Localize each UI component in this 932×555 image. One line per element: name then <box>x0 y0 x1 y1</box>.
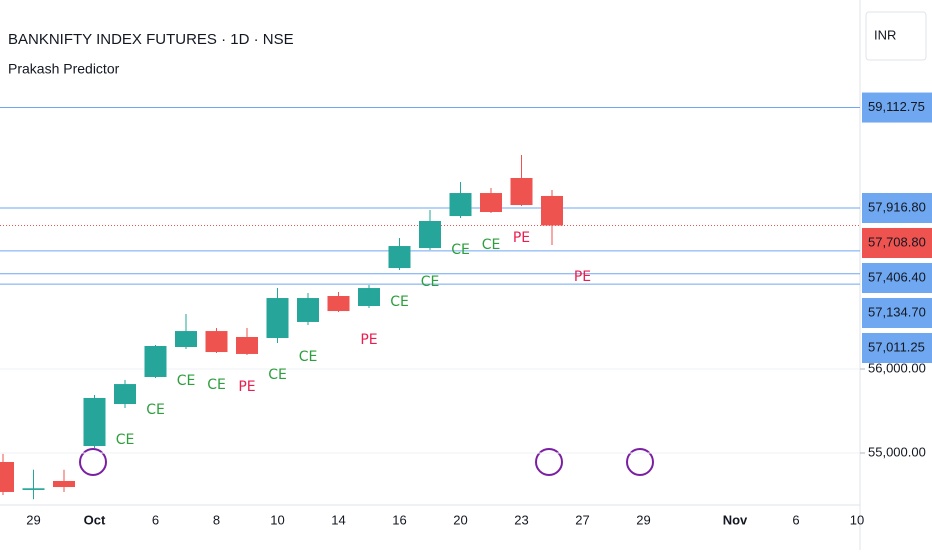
signal-label: CE <box>207 377 226 393</box>
price-label: 57,916.80 <box>868 199 926 214</box>
candle-body <box>297 298 319 322</box>
signal-label: PE <box>238 379 255 395</box>
candle-body <box>541 195 563 226</box>
candle-body <box>419 221 441 249</box>
candle-body <box>22 488 45 490</box>
signal-label: CE <box>299 349 318 365</box>
signal-label: CE <box>451 242 470 258</box>
candle-body <box>175 331 197 347</box>
candle-body <box>510 177 533 206</box>
candle-body <box>205 331 228 353</box>
x-tick-label: 8 <box>213 512 220 527</box>
y-tick-label: 55,000.00 <box>868 444 926 459</box>
x-tick-label: 29 <box>26 512 40 527</box>
x-tick-label: 10 <box>270 512 284 527</box>
signal-label: CE <box>177 373 196 389</box>
x-tick-label: Nov <box>723 512 748 527</box>
candle-body <box>327 296 350 312</box>
chart-title: BANKNIFTY INDEX FUTURES · 1D · NSE <box>8 31 294 48</box>
price-label-box <box>862 297 932 328</box>
x-tick-label: 10 <box>850 512 864 527</box>
event-icons[interactable] <box>79 448 654 476</box>
event-icon[interactable] <box>626 448 654 476</box>
candle-body <box>53 480 75 488</box>
event-icon[interactable] <box>535 448 563 476</box>
signal-label: CE <box>421 274 440 290</box>
price-label: 57,708.80 <box>868 234 926 249</box>
x-tick-label: 27 <box>575 512 589 527</box>
price-label: 57,406.40 <box>868 269 926 284</box>
x-tick-label: 29 <box>636 512 650 527</box>
price-label: 57,011.25 <box>868 339 925 354</box>
candle-body <box>388 246 411 269</box>
currency-box[interactable] <box>865 11 927 61</box>
candle-body <box>83 397 106 447</box>
price-label-box <box>862 332 932 363</box>
candle-body <box>114 384 136 405</box>
x-tick-label: 20 <box>453 512 467 527</box>
candle-body <box>144 345 167 377</box>
price-label-box <box>862 92 932 123</box>
candle-body <box>480 193 502 213</box>
price-label-box <box>862 262 932 293</box>
signal-label: CE <box>390 294 409 310</box>
candle-body <box>449 193 472 217</box>
price-label-box <box>862 192 932 223</box>
signal-label: PE <box>513 230 530 246</box>
x-tick-label: 6 <box>152 512 159 527</box>
y-tick-label: 56,000.00 <box>868 360 926 375</box>
x-tick-label: 16 <box>392 512 406 527</box>
signal-label: PE <box>574 269 591 285</box>
indicator-name: Prakash Predictor <box>8 61 120 77</box>
signal-label: CE <box>482 237 501 253</box>
price-label-box <box>862 227 932 258</box>
signal-label: CE <box>268 367 287 383</box>
candle-body <box>0 461 14 492</box>
price-label: 59,112.75 <box>868 99 925 114</box>
x-tick-label: 6 <box>792 512 799 527</box>
price-label: 57,134.70 <box>868 304 926 319</box>
candle-body <box>236 337 258 354</box>
x-tick-label: 14 <box>331 512 345 527</box>
x-tick-label: 23 <box>514 512 528 527</box>
currency: INR <box>874 27 896 42</box>
event-icon[interactable] <box>79 448 107 476</box>
candle-body <box>358 288 380 307</box>
signal-label: CE <box>146 402 165 418</box>
x-tick-label: Oct <box>84 512 106 527</box>
signal-label: PE <box>360 332 377 348</box>
candle-body <box>266 298 289 339</box>
signal-label: CE <box>116 432 135 448</box>
